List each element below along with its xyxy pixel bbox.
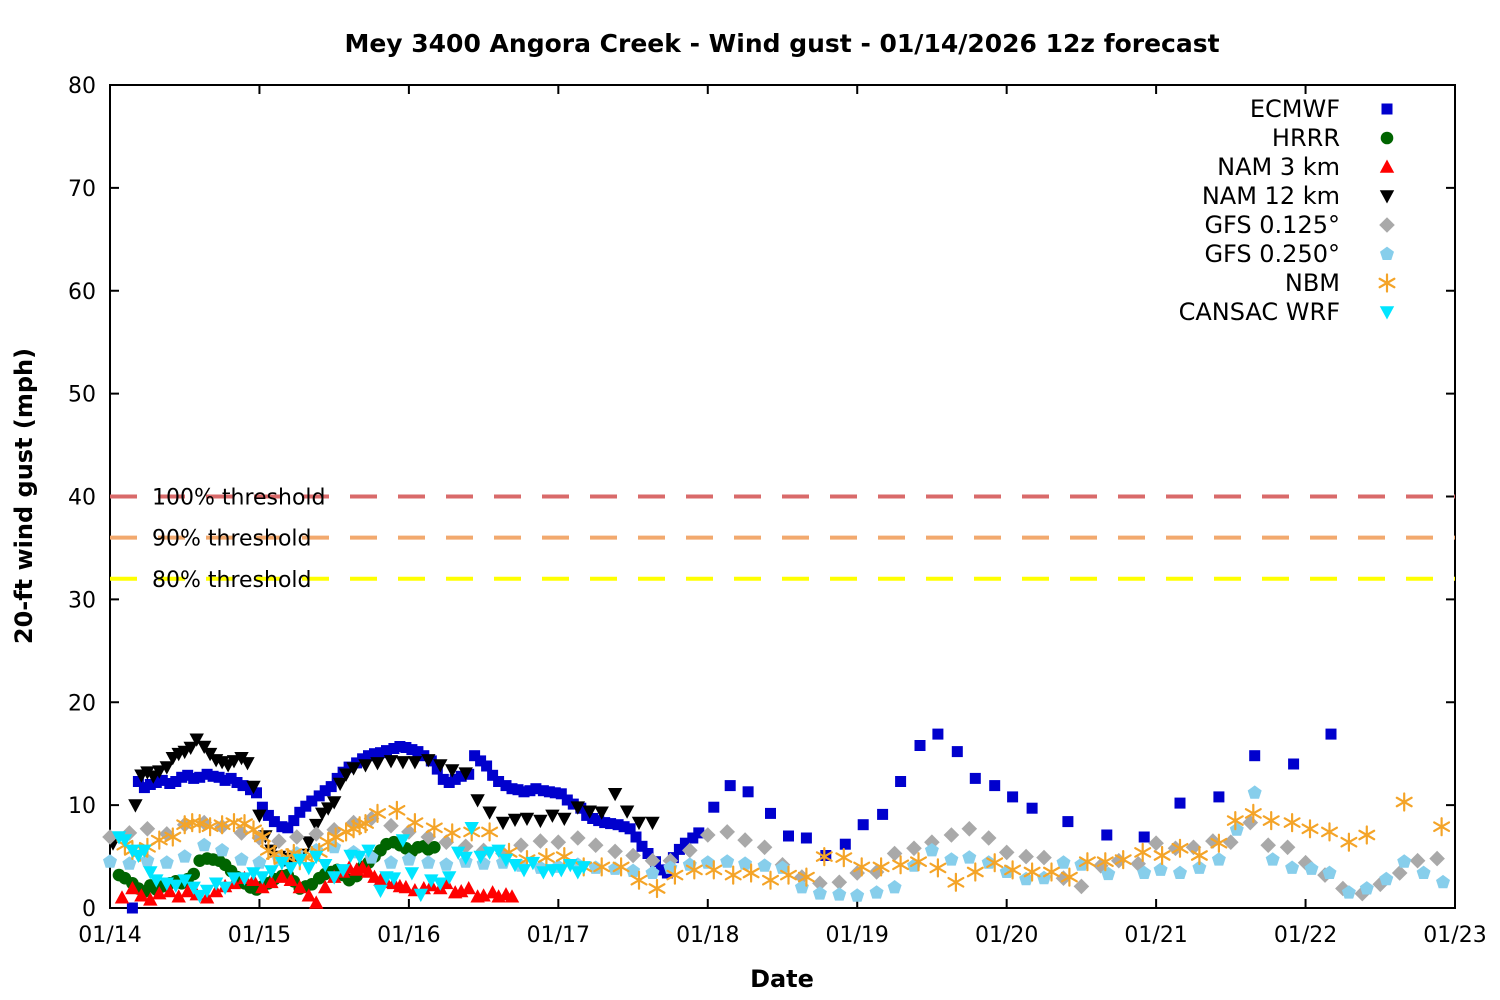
legend-label: NAM 3 km <box>1217 153 1340 181</box>
legend-item-nam-12-km: NAM 12 km <box>1202 182 1395 210</box>
legend-item-ecmwf: ECMWF <box>1250 95 1393 123</box>
y-tick-label: 70 <box>68 177 96 202</box>
y-tick-label: 40 <box>68 486 96 511</box>
series-cansac-wrf <box>111 822 591 904</box>
threshold-line-36: 90% threshold <box>110 527 1455 552</box>
x-tick-label: 01/14 <box>78 923 141 948</box>
series-nam-3-km <box>114 860 520 909</box>
y-axis-title: 20-ft wind gust (mph) <box>10 348 38 644</box>
x-tick-label: 01/17 <box>527 923 590 948</box>
y-tick-label: 30 <box>68 588 96 613</box>
y-tick-label: 20 <box>68 691 96 716</box>
legend-label: NBM <box>1285 269 1340 297</box>
series-ecmwf <box>126 728 1337 914</box>
y-tick-label: 0 <box>82 897 96 922</box>
y-tick-label: 50 <box>68 383 96 408</box>
y-axis-ticks: 0 10 20 30 40 50 60 70 80 <box>68 74 1455 922</box>
plot-area: 01/14 01/15 01/16 01/17 01/18 01/19 01/20 01/21… <box>68 74 1487 948</box>
legend-label: GFS 0.125° <box>1204 211 1340 239</box>
legend-item-gfs-0-250-: GFS 0.250° <box>1204 240 1394 268</box>
x-tick-label: 01/21 <box>1124 923 1187 948</box>
y-tick-label: 80 <box>68 74 96 99</box>
x-tick-label: 01/18 <box>676 923 739 948</box>
chart-title: Mey 3400 Angora Creek - Wind gust - 01/1… <box>344 29 1219 58</box>
legend-label: NAM 12 km <box>1202 182 1340 210</box>
y-tick-label: 10 <box>68 794 96 819</box>
y-tick-label: 60 <box>68 280 96 305</box>
x-tick-label: 01/19 <box>826 923 889 948</box>
legend-label: GFS 0.250° <box>1204 240 1340 268</box>
legend-item-cansac-wrf: CANSAC WRF <box>1179 298 1395 326</box>
x-tick-label: 01/16 <box>377 923 440 948</box>
threshold-label: 80% threshold <box>152 568 312 593</box>
threshold-label: 90% threshold <box>152 527 312 552</box>
threshold-line-32: 80% threshold <box>110 568 1455 593</box>
x-axis-ticks: 01/14 01/15 01/16 01/17 01/18 01/19 01/20 01/21… <box>78 85 1487 948</box>
threshold-line-40: 100% threshold <box>110 486 1455 511</box>
x-tick-label: 01/22 <box>1274 923 1337 948</box>
legend-item-gfs-0-125-: GFS 0.125° <box>1204 211 1395 239</box>
x-tick-label: 01/23 <box>1423 923 1486 948</box>
x-tick-label: 01/15 <box>228 923 291 948</box>
x-axis-title: Date <box>750 965 814 993</box>
legend-item-hrrr: HRRR <box>1272 124 1394 152</box>
legend-item-nam-3-km: NAM 3 km <box>1217 153 1395 181</box>
x-tick-label: 01/20 <box>975 923 1038 948</box>
legend-item-nbm: NBM <box>1285 269 1396 297</box>
legend-label: CANSAC WRF <box>1179 298 1340 326</box>
threshold-label: 100% threshold <box>152 486 326 511</box>
legend-label: HRRR <box>1272 124 1340 152</box>
legend-label: ECMWF <box>1250 95 1340 123</box>
